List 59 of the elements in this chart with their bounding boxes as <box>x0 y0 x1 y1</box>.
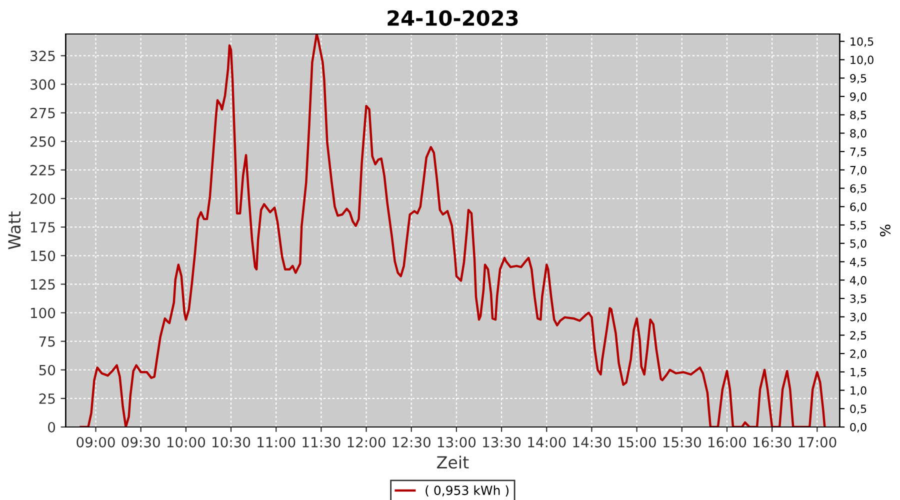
x-tick-label: 13:30 <box>483 436 521 448</box>
y-tick-label: 75 <box>39 336 55 347</box>
x-tick-label: 14:00 <box>528 436 566 448</box>
y-tick-label: 25 <box>39 393 55 404</box>
line-series <box>80 34 826 427</box>
y-tick-label: 150 <box>30 250 56 262</box>
x-tick-label: 15:30 <box>663 436 701 448</box>
x-tick-label: 10:30 <box>212 436 250 448</box>
y2-tick-label: 1,5 <box>850 368 866 378</box>
x-tick-label: 09:00 <box>76 436 115 448</box>
legend-label: ( 0,953 kWh ) <box>426 485 508 497</box>
y2-tick-label: 6,5 <box>850 184 866 194</box>
y2-tick-label: 9,0 <box>850 92 866 102</box>
x-tick-label: 15:00 <box>618 436 656 448</box>
x-tick-label: 16:00 <box>708 436 746 448</box>
y2-tick-label: 6,0 <box>850 202 866 212</box>
x-tick-label: 14:30 <box>573 436 611 448</box>
y-tick-label: 0 <box>48 422 56 432</box>
y2-tick-label: 2,5 <box>850 331 866 341</box>
y2-axis-title: % <box>880 224 890 236</box>
x-tick-label: 13:00 <box>438 436 476 448</box>
y2-tick-label: 2,0 <box>850 350 866 360</box>
y2-tick-label: 4,5 <box>850 258 866 268</box>
y2-tick-label: 4,0 <box>850 276 866 286</box>
x-tick-label: 10:00 <box>167 436 206 448</box>
y2-tick-label: 8,5 <box>850 110 866 120</box>
y-tick-label: 50 <box>39 364 56 376</box>
y2-tick-label: 7,5 <box>850 148 866 158</box>
y-tick-label: 175 <box>30 222 55 233</box>
y2-tick-label: 0,5 <box>850 404 866 414</box>
x-tick-label: 17:00 <box>798 436 836 448</box>
y-axis-title: Watt <box>8 212 21 250</box>
y-tick-label: 100 <box>30 308 56 318</box>
y2-tick-label: 3,5 <box>850 294 866 304</box>
x-tick-label: 09:30 <box>122 436 160 448</box>
x-tick-label: 12:30 <box>392 436 430 448</box>
y2-tick-label: 3,0 <box>850 312 866 322</box>
y-tick-label: 300 <box>30 79 56 90</box>
y2-tick-label: 0,0 <box>850 422 866 433</box>
y-tick-label: 125 <box>30 279 55 290</box>
y2-tick-label: 10,0 <box>850 56 874 66</box>
y2-tick-label: 10,5 <box>850 37 874 47</box>
y-tick-label: 275 <box>30 108 55 118</box>
y2-tick-label: 1,0 <box>850 386 866 396</box>
x-tick-label: 16:30 <box>754 436 792 448</box>
y2-tick-label: 8,0 <box>850 129 866 139</box>
y2-tick-label: 5,0 <box>850 239 866 249</box>
x-tick-label: 11:30 <box>302 436 340 448</box>
y-tick-label: 325 <box>30 50 55 62</box>
x-axis-title: Zeit <box>437 456 469 469</box>
x-tick-label: 11:00 <box>258 436 296 448</box>
y2-tick-label: 7,0 <box>850 166 866 176</box>
y2-tick-label: 5,5 <box>850 221 866 231</box>
y-tick-label: 250 <box>30 136 56 147</box>
x-tick-label: 12:00 <box>348 436 386 448</box>
y2-tick-label: 9,5 <box>850 74 866 84</box>
y-tick-label: 225 <box>30 164 55 176</box>
chart-title: 24-10-2023 <box>388 10 518 26</box>
y-tick-label: 200 <box>30 193 56 204</box>
